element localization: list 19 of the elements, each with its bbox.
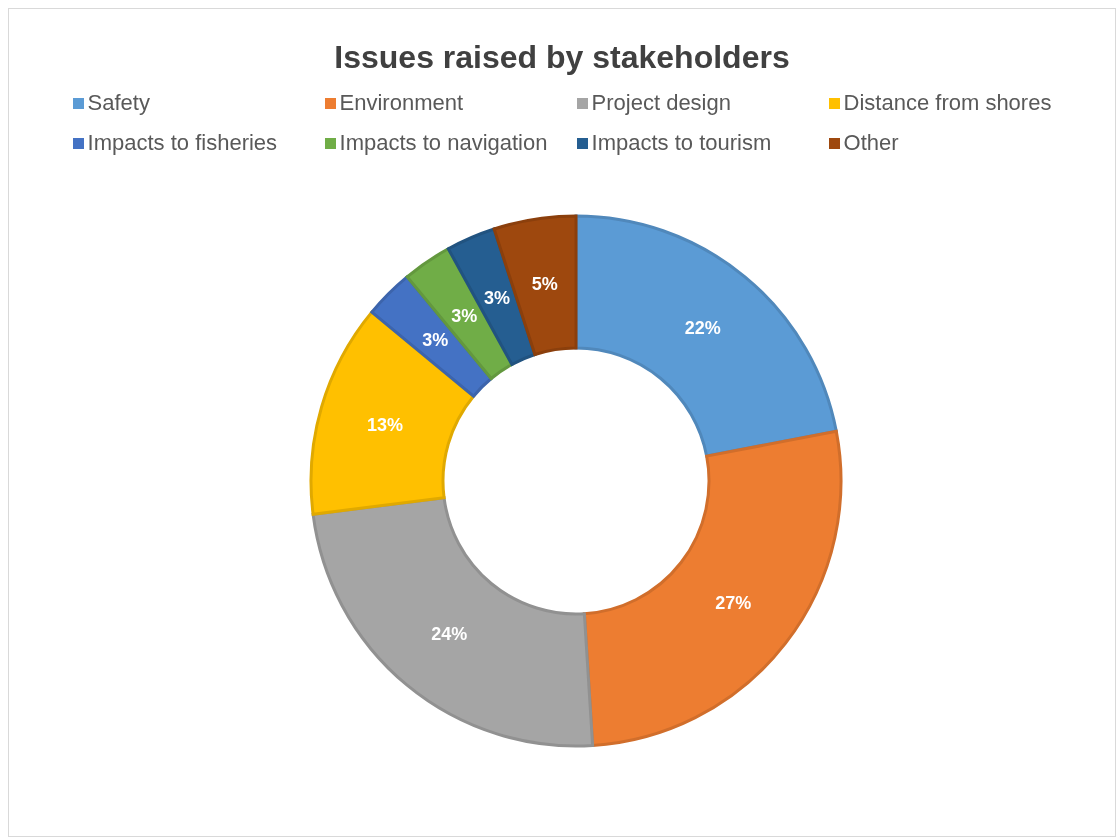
donut-slice [309,310,476,516]
data-label: 3% [451,306,478,327]
data-label: 3% [483,288,510,309]
legend-label: Distance from shores [843,90,1052,116]
legend-label: Impacts to tourism [591,130,772,156]
donut-slice [311,496,595,747]
legend-label: Impacts to fisheries [87,130,278,156]
chart-title: Issues raised by stakeholders [333,38,791,76]
data-label: 13% [366,415,403,436]
legend-label: Safety [87,90,150,116]
data-label: 5% [531,274,558,295]
legend-label: Environment [339,90,464,116]
data-label: 3% [422,330,449,351]
data-label: 27% [715,592,752,613]
data-label: 24% [431,624,468,645]
legend-label: Other [843,130,899,156]
legend-label: Impacts to navigation [339,130,548,156]
legend-label: Project design [591,90,731,116]
data-label: 22% [684,317,721,338]
